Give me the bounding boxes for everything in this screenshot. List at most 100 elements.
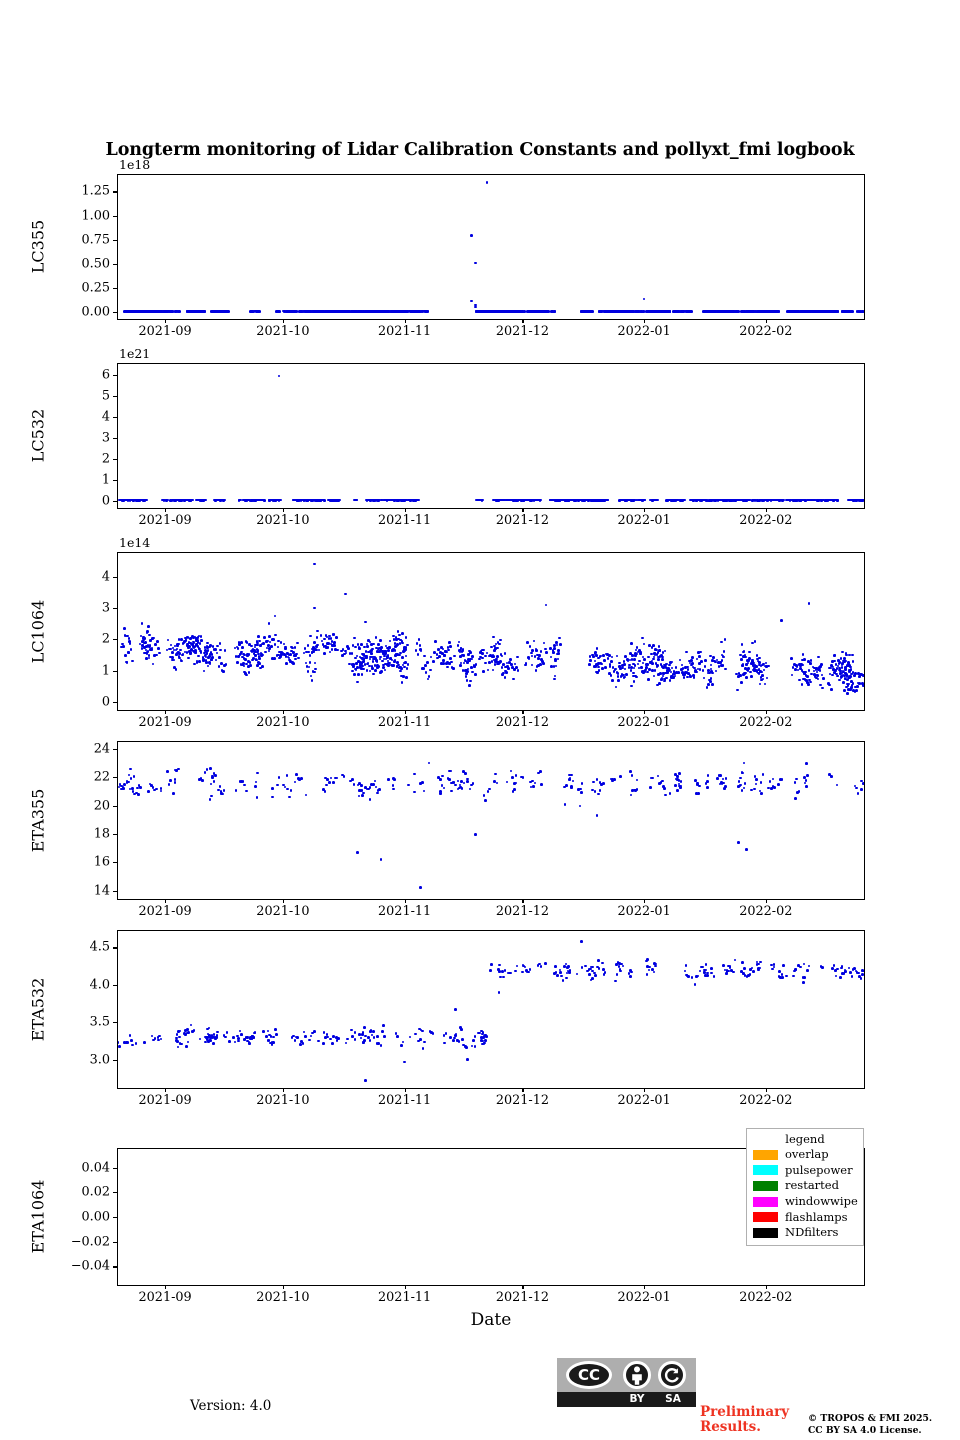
plot-panel-eta355	[117, 741, 865, 900]
data-point	[395, 665, 399, 668]
data-point	[589, 659, 593, 662]
data-point	[242, 657, 246, 660]
data-point	[862, 781, 864, 785]
data-point	[470, 299, 473, 303]
data-point	[258, 666, 262, 670]
data-point	[387, 662, 390, 666]
plot-area-lc1064	[118, 553, 864, 710]
data-point	[222, 670, 225, 673]
data-point	[363, 1034, 367, 1038]
data-point	[217, 665, 221, 668]
x-tick-mark	[404, 899, 406, 903]
data-point	[515, 964, 519, 968]
data-point	[370, 667, 374, 670]
data-point	[376, 791, 379, 795]
data-point	[404, 654, 408, 658]
data-point	[341, 648, 345, 651]
data-point	[460, 1028, 463, 1031]
x-tick-label: 2021-12	[495, 324, 549, 339]
data-point	[790, 657, 793, 660]
data-point	[296, 1036, 299, 1039]
data-point	[846, 678, 850, 682]
data-point	[690, 310, 693, 313]
data-point	[423, 654, 426, 658]
data-point	[304, 1035, 307, 1038]
data-point	[668, 663, 671, 667]
data-point	[724, 667, 727, 671]
data-point	[387, 646, 391, 649]
data-point	[374, 785, 378, 789]
data-point	[566, 966, 569, 970]
data-point	[198, 642, 202, 645]
data-point	[800, 663, 803, 666]
data-point	[129, 1039, 133, 1042]
data-point	[148, 645, 151, 649]
data-point	[511, 776, 514, 779]
data-point	[358, 1032, 361, 1036]
data-point	[850, 680, 853, 683]
data-point	[400, 1043, 403, 1047]
data-point	[213, 648, 217, 651]
data-point	[140, 647, 144, 650]
data-point	[243, 653, 246, 657]
data-point	[844, 659, 847, 663]
data-point	[156, 640, 159, 643]
data-point	[205, 641, 209, 645]
data-point	[266, 1029, 270, 1033]
data-point	[369, 1028, 373, 1032]
data-point	[840, 965, 844, 968]
data-point	[295, 773, 299, 776]
plot-area-lc532	[118, 364, 864, 508]
data-point	[615, 670, 619, 674]
data-point	[541, 310, 544, 313]
data-point	[503, 652, 507, 656]
data-point	[752, 661, 755, 665]
data-point	[449, 657, 452, 660]
data-point	[690, 659, 693, 662]
data-point	[835, 498, 838, 502]
data-point	[643, 498, 646, 502]
data-point	[369, 652, 373, 655]
data-point	[279, 655, 282, 658]
y-axis-offset-text: 1e14	[119, 535, 151, 550]
data-point	[125, 660, 129, 664]
data-point	[462, 661, 466, 665]
data-point	[799, 667, 803, 670]
data-point	[757, 672, 761, 675]
data-point	[755, 670, 759, 674]
data-point	[602, 781, 605, 785]
data-point	[312, 641, 316, 644]
data-point	[454, 1008, 457, 1011]
data-point	[143, 651, 146, 655]
data-point	[759, 664, 763, 668]
data-point	[704, 962, 708, 966]
data-point	[610, 655, 614, 659]
data-point	[720, 664, 723, 668]
data-point	[354, 668, 358, 672]
data-point	[835, 672, 838, 676]
data-point	[707, 682, 710, 686]
data-point	[165, 648, 169, 652]
x-tick-label: 2022-01	[617, 1093, 671, 1108]
data-point	[196, 636, 200, 639]
data-point	[506, 665, 509, 669]
data-point	[760, 670, 764, 674]
data-point	[385, 655, 389, 658]
data-point	[665, 666, 668, 670]
data-point	[384, 644, 388, 648]
data-point	[724, 776, 728, 780]
data-point	[138, 498, 141, 502]
data-point	[309, 634, 312, 638]
data-point	[644, 668, 647, 672]
data-point	[447, 648, 450, 652]
data-point	[245, 673, 248, 677]
data-point	[537, 657, 541, 660]
data-point	[647, 968, 651, 972]
y-tick-mark	[113, 479, 117, 481]
data-point	[622, 673, 625, 677]
data-point	[172, 658, 176, 662]
data-point	[271, 786, 274, 790]
data-point	[537, 664, 540, 667]
data-point	[803, 658, 806, 661]
data-point	[341, 310, 344, 313]
